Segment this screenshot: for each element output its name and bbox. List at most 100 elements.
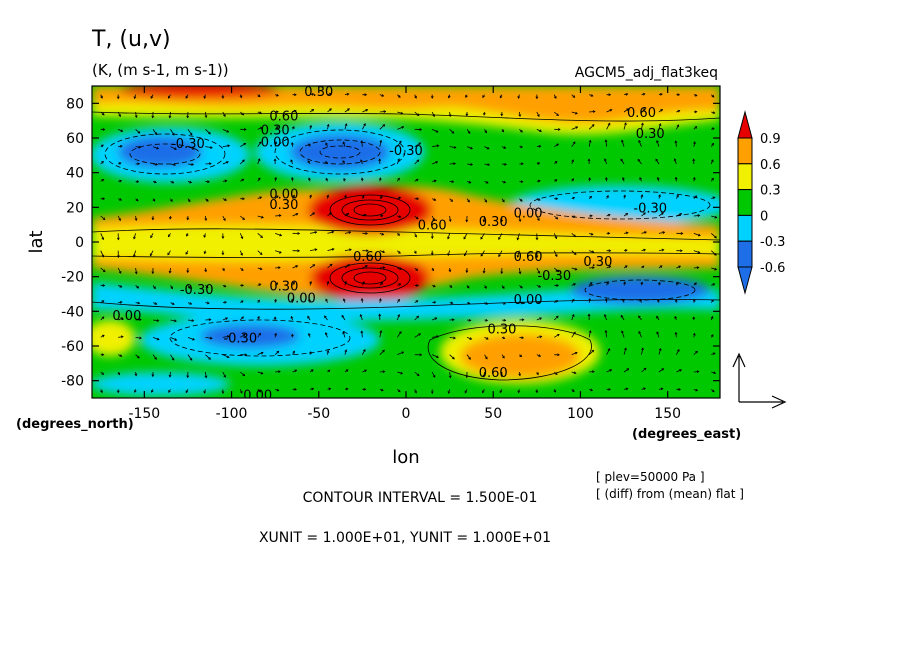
wind-vector-head (657, 298, 660, 302)
contour-label: 0.30 (487, 323, 516, 338)
wind-vector (658, 368, 664, 373)
wind-vector-head (625, 387, 629, 391)
wind-vector-head (155, 162, 159, 166)
wind-vector-head (208, 162, 212, 166)
wind-vector-head (185, 390, 189, 394)
wind-vector-head (101, 353, 105, 357)
wind-vector-head (309, 280, 313, 284)
wind-vector (571, 250, 577, 255)
wind-vector-head (590, 232, 594, 236)
wind-vector-head (659, 92, 663, 96)
diff-note: [ (diff) from (mean) flat ] (596, 487, 744, 501)
wind-vector-head (519, 198, 523, 202)
field-patch-red-north-eq (308, 185, 432, 235)
wind-vector (554, 215, 558, 220)
wind-vector-head (398, 215, 402, 218)
wind-vector (170, 319, 177, 322)
wind-vector (397, 111, 403, 115)
wind-vector-head (167, 252, 170, 256)
wind-vector-head (242, 159, 245, 163)
wind-vector-head (643, 248, 647, 252)
wind-vector-head (257, 94, 261, 98)
wind-vector (324, 315, 328, 321)
wind-vector-head (344, 123, 348, 127)
y-tick-label: -60 (61, 339, 84, 355)
wind-vector (623, 368, 629, 373)
wind-vector (344, 108, 350, 113)
contour-label: 0.30 (583, 255, 612, 270)
wind-vector (484, 163, 490, 166)
y-tick-label: 20 (66, 200, 84, 216)
wind-vector-head (343, 194, 347, 198)
wind-vector (100, 233, 104, 240)
wind-vector-head (204, 218, 208, 222)
wind-vector (361, 140, 363, 147)
wind-vector-head (638, 139, 641, 143)
wind-vector (239, 159, 245, 165)
wind-vector-head (641, 347, 644, 351)
wind-vector-head (482, 270, 486, 274)
wind-vector (693, 250, 700, 254)
wind-vector (257, 215, 264, 219)
wind-vector-head (697, 214, 701, 218)
wind-vector-head (223, 374, 226, 378)
wind-vector-head (644, 231, 647, 234)
wind-vector-head (278, 370, 281, 374)
wind-vector-head (154, 302, 158, 305)
wind-vector-head (311, 109, 315, 112)
wind-vector (711, 250, 717, 256)
wind-vector-head (226, 335, 230, 338)
wind-vector (239, 250, 243, 256)
wind-vector (117, 267, 122, 274)
wind-vector-head (433, 179, 437, 183)
wind-vector-head (679, 213, 683, 216)
wind-vector-head (119, 300, 123, 304)
wind-vector (536, 111, 540, 117)
wind-vector-head (257, 158, 261, 162)
wind-vector-head (470, 163, 474, 166)
wind-vector-head (137, 301, 141, 305)
wind-vector-head (608, 93, 612, 97)
wind-vector-head (134, 218, 138, 222)
x-tick-label: -100 (216, 406, 248, 422)
wind-vector-head (571, 389, 575, 392)
x-tick-label: 50 (484, 406, 502, 422)
wind-vector (711, 371, 716, 374)
wind-vector-head (465, 113, 469, 117)
wind-vector-head (712, 283, 716, 286)
wind-vector (656, 316, 660, 321)
wind-vector-head (397, 389, 401, 393)
wind-vector-head (571, 298, 575, 302)
wind-vector-head (309, 194, 312, 198)
wind-vector (240, 371, 245, 377)
wind-vector-head (591, 349, 595, 353)
wind-vector-head (538, 300, 542, 304)
wind-vector-head (574, 351, 578, 355)
wind-vector-head (118, 114, 121, 118)
wind-vector-head (258, 283, 262, 287)
wind-vector-head (151, 217, 155, 221)
wind-vector (432, 161, 438, 165)
wind-vector-head (308, 143, 312, 147)
wind-vector-head (539, 317, 543, 321)
wind-vector-head (588, 298, 592, 301)
wind-vector-head (345, 369, 349, 372)
wind-vector (641, 212, 646, 217)
wind-vector-head (259, 267, 263, 271)
wind-vector-head (274, 176, 278, 180)
wind-vector (536, 317, 542, 321)
wind-vector-head (120, 335, 124, 339)
wind-vector-head (413, 251, 417, 255)
wind-vector (343, 141, 346, 147)
wind-vector-head (120, 317, 124, 321)
wind-vector (187, 163, 194, 166)
wind-vector-head (347, 108, 350, 111)
wind-vector-head (137, 131, 141, 134)
colorbar-label: 0 (760, 209, 768, 224)
wind-vector-head (430, 236, 434, 239)
x-axis-label: lon (392, 447, 419, 468)
wind-vector-head (606, 194, 609, 198)
wind-vector (275, 215, 282, 217)
contour-label: 0.00 (112, 309, 141, 324)
wind-vector-head (419, 128, 423, 131)
